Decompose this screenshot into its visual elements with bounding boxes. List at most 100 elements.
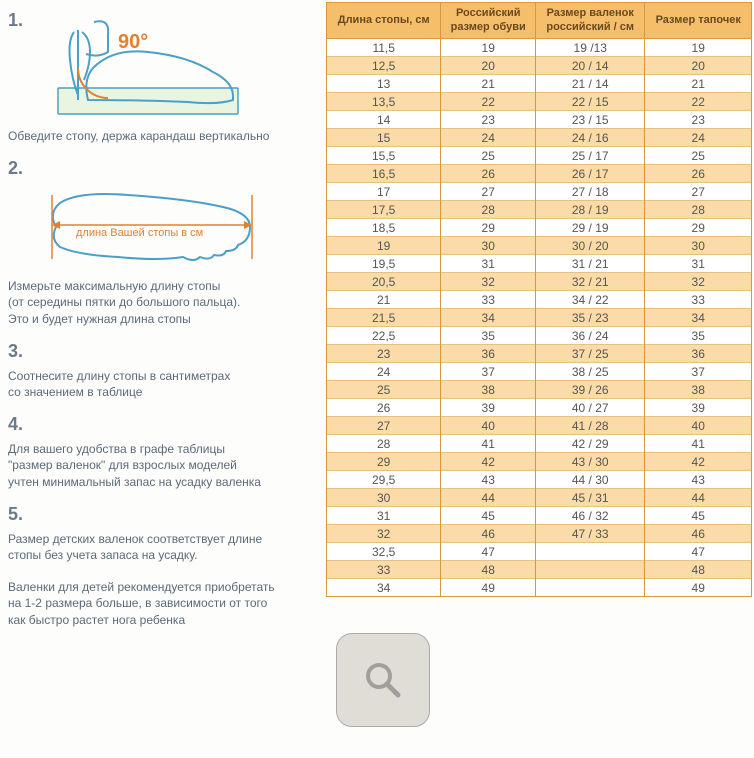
table-row: 334848 xyxy=(327,561,752,579)
table-cell: 28 xyxy=(327,435,441,453)
table-cell: 25 xyxy=(441,147,536,165)
table-cell: 30 xyxy=(441,237,536,255)
table-cell: 22 / 15 xyxy=(536,93,645,111)
table-row: 29,54344 / 3043 xyxy=(327,471,752,489)
table-cell: 45 / 31 xyxy=(536,489,645,507)
table-cell: 38 xyxy=(645,381,752,399)
table-cell: 40 xyxy=(441,417,536,435)
table-row: 213334 / 2233 xyxy=(327,291,752,309)
step-3: 3. Соотнесите длину стопы в сантиметрах … xyxy=(8,341,318,400)
table-cell: 29 xyxy=(441,219,536,237)
table-header: Размер валенок российский / см xyxy=(536,3,645,39)
table-cell: 24 / 16 xyxy=(536,129,645,147)
table-cell: 19 xyxy=(441,39,536,57)
table-cell: 26 / 17 xyxy=(536,165,645,183)
table-row: 263940 / 2739 xyxy=(327,399,752,417)
table-cell: 20 / 14 xyxy=(536,57,645,75)
table-cell: 44 xyxy=(645,489,752,507)
table-cell: 23 xyxy=(645,111,752,129)
table-row: 15,52525 / 1725 xyxy=(327,147,752,165)
table-cell: 48 xyxy=(441,561,536,579)
diagram-trace-foot: 90° xyxy=(38,10,258,120)
table-cell: 47 xyxy=(441,543,536,561)
table-cell: 34 / 22 xyxy=(536,291,645,309)
table-cell: 49 xyxy=(441,579,536,597)
table-cell: 40 / 27 xyxy=(536,399,645,417)
table-cell: 39 / 26 xyxy=(536,381,645,399)
table-cell: 37 / 25 xyxy=(536,345,645,363)
table-cell: 39 xyxy=(441,399,536,417)
table-cell: 36 xyxy=(645,345,752,363)
table-cell: 32 xyxy=(327,525,441,543)
diagram-foot-outline: длина Вашей стопы в см xyxy=(38,185,258,270)
table-cell: 22 xyxy=(441,93,536,111)
table-cell: 11,5 xyxy=(327,39,441,57)
table-cell: 20,5 xyxy=(327,273,441,291)
table-cell: 24 xyxy=(645,129,752,147)
magnify-icon xyxy=(362,659,404,701)
table-cell: 24 xyxy=(441,129,536,147)
table-cell: 49 xyxy=(645,579,752,597)
table-cell: 42 / 29 xyxy=(536,435,645,453)
table-cell: 35 / 23 xyxy=(536,309,645,327)
table-cell: 47 / 33 xyxy=(536,525,645,543)
table-row: 20,53232 / 2132 xyxy=(327,273,752,291)
table-cell: 43 / 30 xyxy=(536,453,645,471)
step-1: 1. 90° Обведите стопу, держа карандаш ве… xyxy=(8,10,318,144)
size-table-body: 11,51919 /131912,52020 / 1420132121 / 14… xyxy=(327,39,752,597)
table-cell: 46 / 32 xyxy=(536,507,645,525)
table-cell: 29 xyxy=(327,453,441,471)
table-cell: 41 / 28 xyxy=(536,417,645,435)
table-row: 132121 / 1421 xyxy=(327,75,752,93)
table-cell: 25 xyxy=(645,147,752,165)
step-text: Размер детских валенок соответствует дли… xyxy=(8,531,318,628)
table-cell: 46 xyxy=(645,525,752,543)
table-cell: 47 xyxy=(645,543,752,561)
table-header: Российский размер обуви xyxy=(441,3,536,39)
table-cell: 34 xyxy=(327,579,441,597)
table-cell: 18,5 xyxy=(327,219,441,237)
size-table-panel: Длина стопы, смРоссийский размер обувиРа… xyxy=(326,0,754,758)
table-cell: 38 / 25 xyxy=(536,363,645,381)
table-row: 304445 / 3144 xyxy=(327,489,752,507)
table-cell: 17 xyxy=(327,183,441,201)
table-cell: 32 / 21 xyxy=(536,273,645,291)
table-cell: 39 xyxy=(645,399,752,417)
table-row: 314546 / 3245 xyxy=(327,507,752,525)
table-cell: 42 xyxy=(645,453,752,471)
table-cell: 21 xyxy=(645,75,752,93)
table-cell: 28 / 19 xyxy=(536,201,645,219)
table-cell: 29,5 xyxy=(327,471,441,489)
table-cell: 22,5 xyxy=(327,327,441,345)
table-cell: 21 / 14 xyxy=(536,75,645,93)
step-number: 2. xyxy=(8,158,318,179)
table-row: 17,52828 / 1928 xyxy=(327,201,752,219)
table-cell: 29 / 19 xyxy=(536,219,645,237)
table-cell: 41 xyxy=(645,435,752,453)
table-cell: 26 xyxy=(441,165,536,183)
table-cell: 41 xyxy=(441,435,536,453)
step-2: 2. длина Вашей стопы в см Измерьте макси… xyxy=(8,158,318,327)
table-cell: 48 xyxy=(645,561,752,579)
table-row: 18,52929 / 1929 xyxy=(327,219,752,237)
table-row: 233637 / 2536 xyxy=(327,345,752,363)
table-cell: 32 xyxy=(441,273,536,291)
angle-label: 90° xyxy=(118,31,148,53)
table-cell: 30 / 20 xyxy=(536,237,645,255)
table-cell: 34 xyxy=(441,309,536,327)
table-cell: 33 xyxy=(645,291,752,309)
table-cell: 43 xyxy=(441,471,536,489)
table-cell: 35 xyxy=(441,327,536,345)
step-number: 4. xyxy=(8,414,318,435)
table-row: 172727 / 1827 xyxy=(327,183,752,201)
table-cell: 19 xyxy=(645,39,752,57)
table-row: 32,54747 xyxy=(327,543,752,561)
table-cell: 30 xyxy=(645,237,752,255)
table-cell: 19 /13 xyxy=(536,39,645,57)
step-number: 5. xyxy=(8,504,318,525)
table-cell: 15,5 xyxy=(327,147,441,165)
table-cell: 40 xyxy=(645,417,752,435)
table-cell: 33 xyxy=(327,561,441,579)
table-cell: 42 xyxy=(441,453,536,471)
table-cell: 37 xyxy=(441,363,536,381)
